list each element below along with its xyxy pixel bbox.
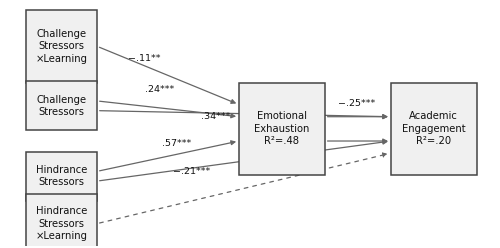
- FancyBboxPatch shape: [26, 152, 97, 201]
- FancyBboxPatch shape: [391, 83, 476, 175]
- Text: .57***: .57***: [162, 139, 191, 148]
- Text: .34***: .34***: [201, 112, 230, 121]
- Text: Challenge
Stressors
×Learning: Challenge Stressors ×Learning: [36, 29, 88, 64]
- Text: −.21***: −.21***: [172, 167, 210, 176]
- FancyBboxPatch shape: [26, 81, 97, 130]
- FancyBboxPatch shape: [26, 194, 97, 248]
- Text: Challenge
Stressors: Challenge Stressors: [36, 94, 86, 117]
- Text: −.11**: −.11**: [128, 54, 161, 63]
- Text: Hindrance
Stressors
×Learning: Hindrance Stressors ×Learning: [36, 206, 88, 241]
- Text: Emotional
Exhaustion
R²=.48: Emotional Exhaustion R²=.48: [254, 111, 310, 146]
- FancyBboxPatch shape: [26, 10, 97, 83]
- Text: Hindrance
Stressors: Hindrance Stressors: [36, 165, 87, 187]
- Text: −.25***: −.25***: [338, 99, 376, 108]
- Text: Academic
Engagement
R²=.20: Academic Engagement R²=.20: [402, 111, 466, 146]
- FancyBboxPatch shape: [239, 83, 324, 175]
- Text: .24***: .24***: [144, 86, 174, 94]
